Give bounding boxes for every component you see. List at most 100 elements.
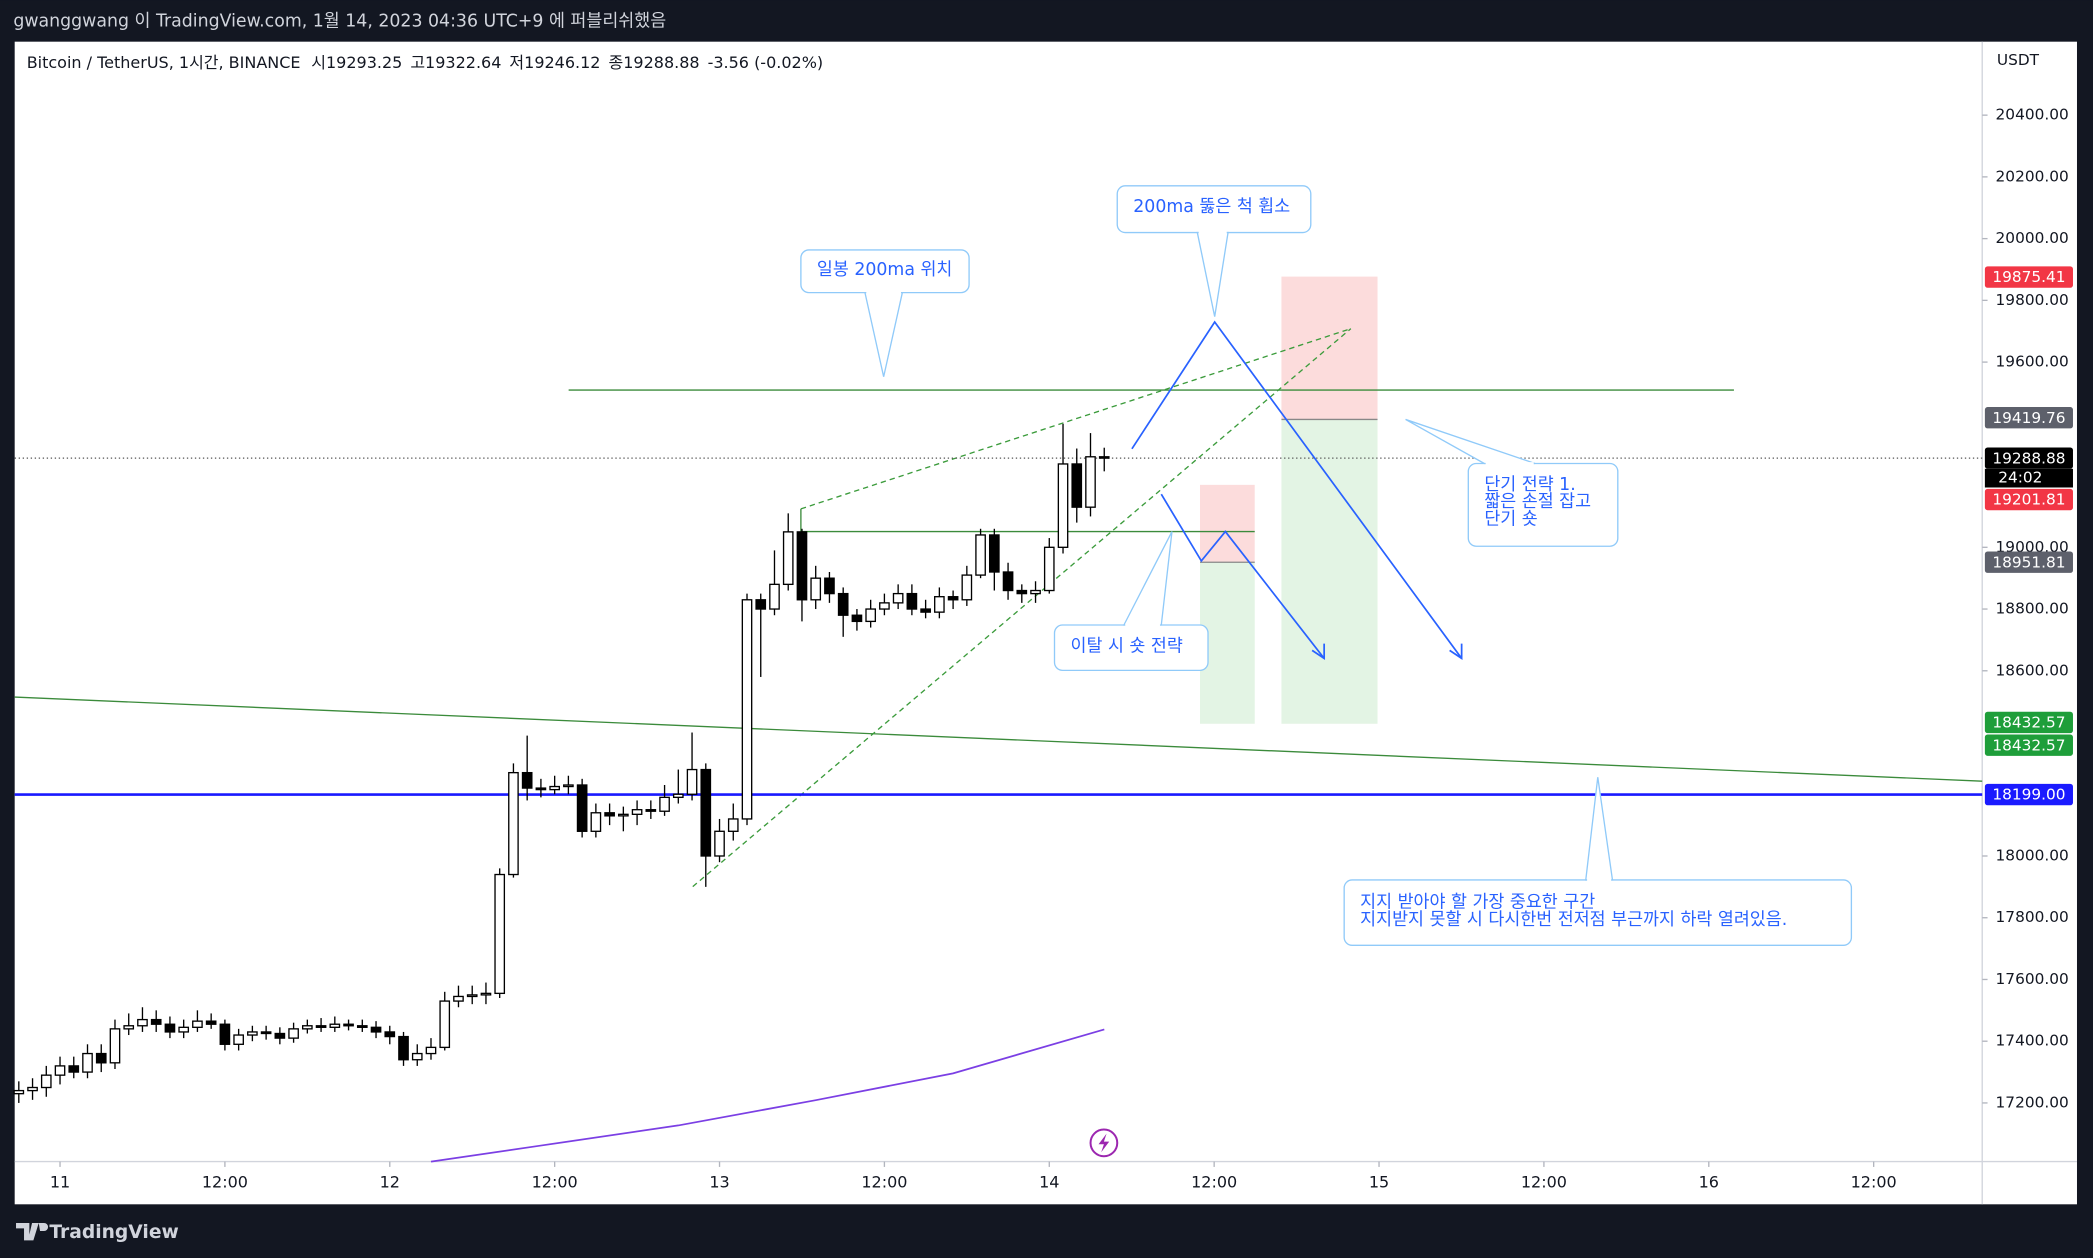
- candle-body: [769, 583, 780, 610]
- candle-body: [1043, 546, 1055, 592]
- x-tick-label: 12:00: [861, 1172, 907, 1191]
- candle-body: [425, 1046, 437, 1055]
- countdown-box: [1984, 468, 2073, 488]
- trend-line: [14, 696, 1983, 782]
- current-price-tag-label: 19288.88: [1992, 449, 2065, 467]
- candle-body: [590, 812, 602, 832]
- x-tick-label: 12:00: [1521, 1172, 1567, 1191]
- legend: Bitcoin / TetherUS, 1시간, BINANCE 시19293.2…: [27, 53, 823, 72]
- x-tick-label: 11: [50, 1172, 70, 1191]
- x-tick-label: 15: [1369, 1172, 1389, 1191]
- candle-body: [988, 534, 1000, 573]
- candle-body: [810, 577, 822, 601]
- callout-text: 지지 받아야 할 가장 중요한 구간: [1360, 893, 1595, 913]
- candle-body: [1030, 589, 1041, 595]
- x-tick-label: 12:00: [202, 1172, 248, 1191]
- callout-text: 단기 전략 1.: [1484, 475, 1575, 495]
- price-tag-label: 18951.81: [1992, 553, 2065, 571]
- candle-body: [82, 1052, 93, 1073]
- candle-body: [865, 608, 877, 623]
- axis-layer: 20400.00 20200.00 20000.00 19800.00 19600.00…: [50, 106, 2073, 1191]
- candle-body: [837, 592, 849, 616]
- candle-body: [727, 818, 739, 832]
- callout-text: 단기 숏: [1484, 510, 1537, 530]
- currency: USDT: [1997, 51, 2040, 69]
- callout: 일봉 200ma 위치: [800, 249, 970, 377]
- callout-text: 일봉 200ma 위치: [817, 260, 952, 280]
- replay-icon[interactable]: [1089, 1128, 1119, 1158]
- candle-body: [40, 1074, 52, 1089]
- candle-body: [164, 1023, 176, 1033]
- price-tag-label: 18432.57: [1992, 736, 2065, 754]
- candle-body: [975, 534, 986, 576]
- candle-body: [824, 577, 835, 595]
- trend-line: [800, 328, 1352, 510]
- path-arrow: [1131, 320, 1463, 659]
- price-tag: [1984, 407, 2073, 429]
- candle-body: [329, 1023, 341, 1028]
- y-tick-label: 17200.00: [1996, 1093, 2069, 1111]
- candle-body: [947, 596, 959, 601]
- candle-body: [137, 1018, 148, 1027]
- x-tick-label: 12:00: [1191, 1172, 1237, 1191]
- candle-body: [150, 1018, 162, 1025]
- drawings: [14, 276, 1983, 888]
- ohlc-value: 19322.64: [425, 53, 501, 72]
- candle-body: [796, 531, 808, 601]
- icon-bolt[interactable]: [1098, 1133, 1110, 1153]
- chart-area: [14, 41, 2077, 1205]
- candle-body: [205, 1020, 217, 1025]
- candle-body: [618, 813, 629, 817]
- target-zone: [1200, 562, 1255, 724]
- candle-body: [68, 1065, 80, 1073]
- candle-body: [659, 796, 670, 812]
- candle-body: [439, 1000, 451, 1049]
- y-tick-label: 17400.00: [1996, 1032, 2069, 1050]
- candle-body: [576, 784, 588, 832]
- candle-body: [604, 812, 615, 817]
- y-tick-label: 18800.00: [1996, 600, 2069, 618]
- candle-body: [631, 809, 643, 815]
- candle-body: [288, 1028, 299, 1039]
- stop-zone: [1200, 484, 1255, 563]
- candle-body: [494, 873, 506, 995]
- candle-body: [315, 1025, 327, 1028]
- candle-body: [920, 608, 931, 613]
- candle-body: [563, 784, 574, 788]
- countdown: 24:02: [1998, 469, 2042, 487]
- price-tag: [1984, 734, 2073, 756]
- candle-body: [356, 1025, 368, 1028]
- series-layer: [13, 423, 1983, 1163]
- ohlc-prefix: 종: [608, 53, 623, 72]
- callout-text: 짧은 손절 잡고: [1484, 492, 1591, 512]
- callout-text: 지지받지 못할 시 다시한번 전저점 부근까지 하락 열려있음.: [1360, 910, 1787, 930]
- price-tag-label: 19419.76: [1992, 409, 2065, 427]
- price-tag-label: 18199.00: [1992, 786, 2065, 804]
- candle-body: [892, 592, 904, 604]
- price-tag-label: 19875.41: [1992, 268, 2065, 286]
- ohlc-value: 19288.88: [623, 53, 699, 72]
- candle-body: [398, 1035, 409, 1061]
- candle-body: [27, 1086, 38, 1092]
- candle-body: [1098, 456, 1110, 459]
- candle-body: [879, 602, 890, 610]
- candle-body: [782, 531, 794, 586]
- candle-body: [109, 1028, 121, 1064]
- callout: 200ma 뚫은 척 휩소: [1116, 185, 1312, 317]
- candle-body: [535, 787, 547, 791]
- path-arrow: [1160, 493, 1325, 659]
- y-tick-label: 20000.00: [1996, 229, 2069, 247]
- candle-body: [384, 1031, 396, 1038]
- candle-body: [1085, 456, 1096, 508]
- arrow-head: [1311, 643, 1326, 660]
- candle-body: [1071, 463, 1083, 508]
- candle-body: [453, 995, 464, 1002]
- symbol: Bitcoin / TetherUS, 1시간, BINANCE: [27, 53, 301, 72]
- candle-body: [466, 994, 478, 998]
- callout-text: 200ma 뚫은 척 휩소: [1133, 197, 1290, 217]
- x-tick-label: 12:00: [532, 1172, 578, 1191]
- target-zone: [1281, 419, 1378, 724]
- candle-body: [123, 1025, 135, 1030]
